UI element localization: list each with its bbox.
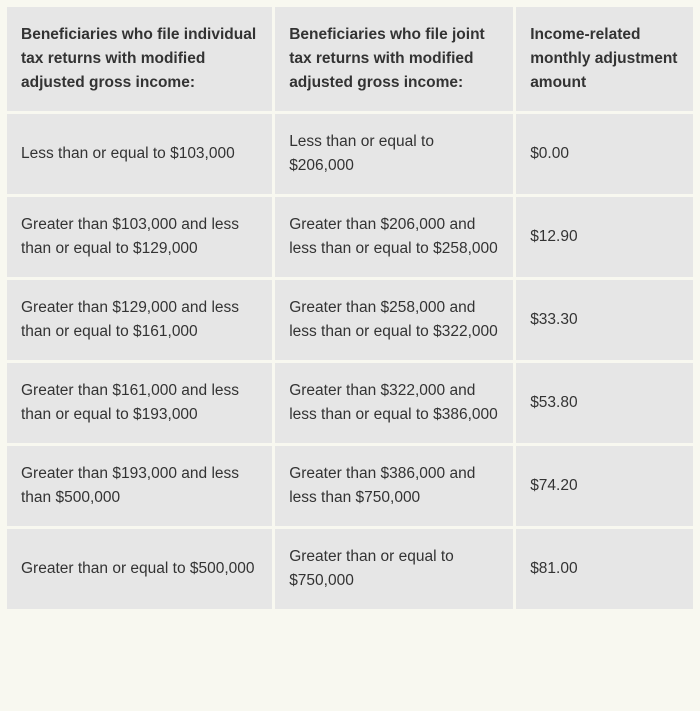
cell-joint: Less than or equal to $206,000 — [275, 114, 513, 194]
table-row: Greater than or equal to $500,000 Greate… — [7, 529, 693, 609]
cell-amount: $81.00 — [516, 529, 693, 609]
cell-joint: Greater than or equal to $750,000 — [275, 529, 513, 609]
cell-individual: Greater than or equal to $500,000 — [7, 529, 272, 609]
cell-joint: Greater than $206,000 and less than or e… — [275, 197, 513, 277]
cell-individual: Greater than $193,000 and less than $500… — [7, 446, 272, 526]
cell-amount: $74.20 — [516, 446, 693, 526]
cell-individual: Greater than $129,000 and less than or e… — [7, 280, 272, 360]
cell-individual: Greater than $161,000 and less than or e… — [7, 363, 272, 443]
cell-joint: Greater than $258,000 and less than or e… — [275, 280, 513, 360]
table-row: Greater than $161,000 and less than or e… — [7, 363, 693, 443]
income-adjustment-table: Beneficiaries who file individual tax re… — [4, 4, 696, 612]
col-header-joint: Beneficiaries who file joint tax returns… — [275, 7, 513, 111]
cell-amount: $33.30 — [516, 280, 693, 360]
cell-joint: Greater than $386,000 and less than $750… — [275, 446, 513, 526]
cell-joint: Greater than $322,000 and less than or e… — [275, 363, 513, 443]
table-row: Greater than $193,000 and less than $500… — [7, 446, 693, 526]
table-row: Greater than $129,000 and less than or e… — [7, 280, 693, 360]
cell-amount: $12.90 — [516, 197, 693, 277]
cell-individual: Less than or equal to $103,000 — [7, 114, 272, 194]
col-header-individual: Beneficiaries who file individual tax re… — [7, 7, 272, 111]
cell-amount: $53.80 — [516, 363, 693, 443]
col-header-amount: Income-related monthly adjustment amount — [516, 7, 693, 111]
cell-amount: $0.00 — [516, 114, 693, 194]
table-row: Greater than $103,000 and less than or e… — [7, 197, 693, 277]
cell-individual: Greater than $103,000 and less than or e… — [7, 197, 272, 277]
table-row: Less than or equal to $103,000 Less than… — [7, 114, 693, 194]
table-header-row: Beneficiaries who file individual tax re… — [7, 7, 693, 111]
